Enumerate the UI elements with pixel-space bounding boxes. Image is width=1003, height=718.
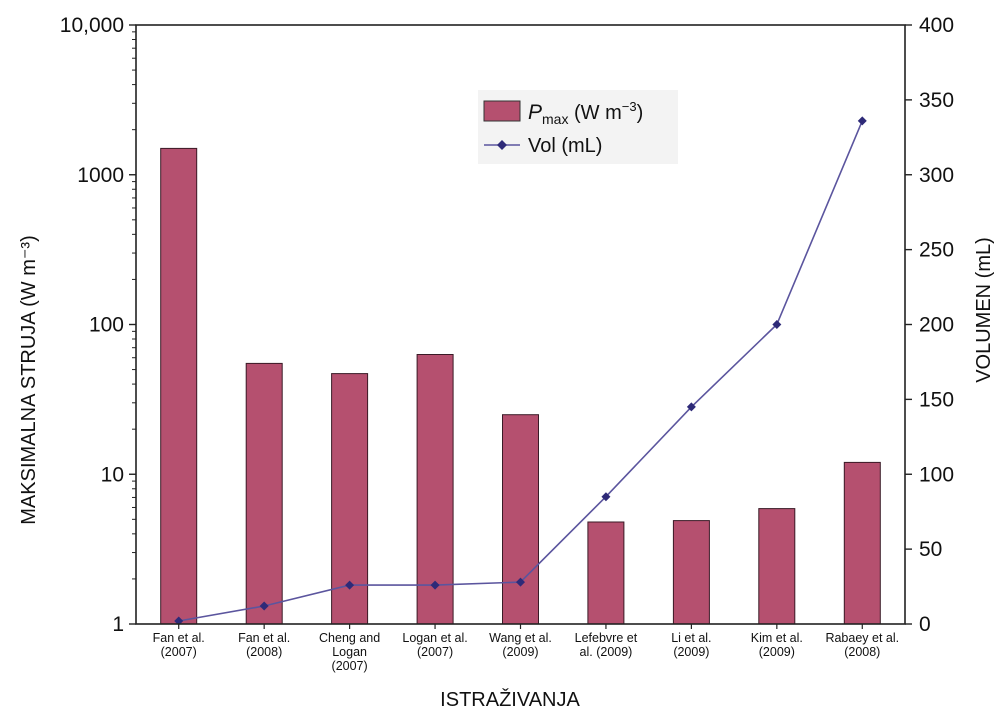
legend-bar-label: Pmax (W m−3) <box>528 99 643 127</box>
volume-point <box>516 577 525 587</box>
bar <box>160 147 198 625</box>
legend-line-marker <box>497 140 507 150</box>
bar <box>245 362 283 625</box>
volume-point <box>772 320 782 329</box>
y-axis-right-title: VOLUMEN (mL) <box>973 237 995 383</box>
bar <box>502 414 539 625</box>
volume-point <box>345 580 355 590</box>
volume-point <box>259 601 269 611</box>
right-tick-label: 50 <box>919 538 942 561</box>
right-tick-label: 200 <box>919 314 954 337</box>
left-tick-label: 10 <box>101 463 124 486</box>
bar <box>416 354 454 625</box>
volume-point <box>601 492 611 502</box>
x-axis-title: ISTRAŽIVANJA <box>440 688 580 711</box>
right-axis: 0 50 100 150 200 250 300 350 400 <box>905 14 954 636</box>
legend-line-label: Vol (mL) <box>528 135 602 157</box>
volume-point <box>857 116 867 126</box>
bar <box>587 521 625 625</box>
category-label: Lefebvre et al. (2009) <box>575 631 638 659</box>
bar <box>672 520 710 625</box>
category-label: Logan et al. (2007) <box>402 631 467 659</box>
volume-point <box>686 402 696 412</box>
right-tick-label: 350 <box>919 89 954 112</box>
legend: Pmax (W m−3) Vol (mL) <box>478 90 678 164</box>
right-tick-label: 250 <box>919 239 954 262</box>
left-tick-label: 1000 <box>77 164 124 187</box>
legend-bar-swatch <box>483 100 521 122</box>
bar <box>758 508 796 625</box>
category-label: Kim et al. (2009) <box>751 631 803 659</box>
bar <box>843 461 881 625</box>
left-tick-label: 100 <box>89 314 124 337</box>
category-label: Fan et al. (2007) <box>153 631 205 659</box>
category-label: Cheng and Logan (2007) <box>319 631 380 673</box>
category-label: Wang et al. (2009) <box>489 631 552 659</box>
category-label: Fan et al. (2008) <box>238 631 290 659</box>
right-tick-label: 400 <box>919 14 954 37</box>
right-tick-label: 150 <box>919 388 954 411</box>
category-label: Rabaey et al. (2008) <box>825 631 899 659</box>
left-tick-label: 10,000 <box>60 14 124 37</box>
left-axis: 1 10 100 1000 10,000 <box>60 14 136 636</box>
right-tick-label: 0 <box>919 613 931 636</box>
category-label: Li et al. (2009) <box>671 631 711 659</box>
bar-series <box>160 147 881 625</box>
x-axis-category-labels: Fan et al. (2007) Fan et al. (2008) Cheng an… <box>153 624 899 673</box>
left-tick-label: 1 <box>112 613 124 636</box>
right-tick-label: 300 <box>919 164 954 187</box>
y-axis-left-title: MAKSIMALNA STRUJA (W m⁻³) <box>18 235 40 524</box>
right-tick-label: 100 <box>919 463 954 486</box>
volume-point <box>430 580 440 590</box>
